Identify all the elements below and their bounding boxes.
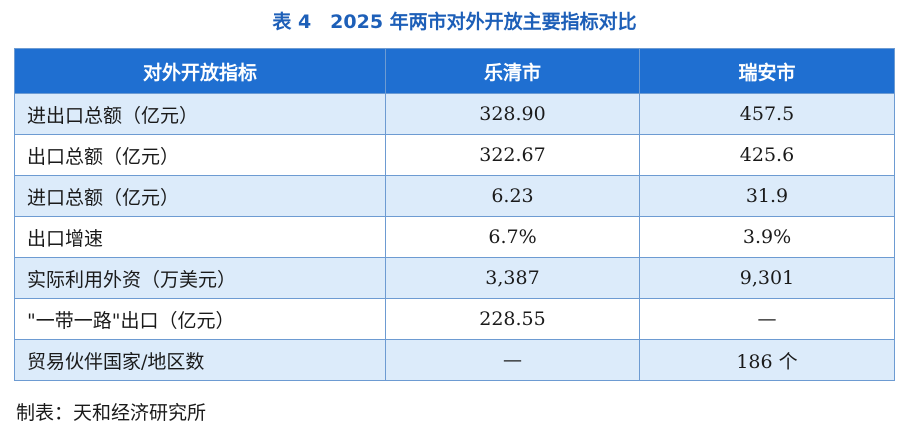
table-row: 进出口总额（亿元） 328.90 457.5	[14, 93, 895, 135]
table-row: 出口增速 6.7% 3.9%	[14, 216, 895, 258]
table-row: "一带一路"出口（亿元） 228.55 —	[14, 298, 895, 340]
header-yueqing: 乐清市	[385, 48, 640, 94]
ruian-value: —	[639, 298, 895, 340]
table-row: 实际利用外资（万美元） 3,387 9,301	[14, 257, 895, 299]
ruian-value: 457.5	[639, 93, 895, 135]
yueqing-value: 6.7%	[385, 216, 640, 258]
indicator-comparison-table: 对外开放指标 乐清市 瑞安市 进出口总额（亿元） 328.90 457.5 出口…	[14, 48, 895, 381]
header-indicator: 对外开放指标	[14, 48, 386, 94]
source-note: 制表：天和经济研究所	[16, 402, 207, 424]
yueqing-value: 3,387	[385, 257, 640, 299]
ruian-value: 186 个	[639, 339, 895, 381]
ruian-value: 3.9%	[639, 216, 895, 258]
ruian-value: 9,301	[639, 257, 895, 299]
yueqing-value: 6.23	[385, 175, 640, 217]
row-label: "一带一路"出口（亿元）	[14, 298, 386, 340]
table-row: 贸易伙伴国家/地区数 — 186 个	[14, 339, 895, 381]
header-ruian: 瑞安市	[639, 48, 895, 94]
row-label: 出口增速	[14, 216, 386, 258]
table-row: 出口总额（亿元） 322.67 425.6	[14, 134, 895, 176]
row-label: 贸易伙伴国家/地区数	[14, 339, 386, 381]
row-label: 实际利用外资（万美元）	[14, 257, 386, 299]
yueqing-value: —	[385, 339, 640, 381]
ruian-value: 31.9	[639, 175, 895, 217]
table-row: 进口总额（亿元） 6.23 31.9	[14, 175, 895, 217]
row-label: 进出口总额（亿元）	[14, 93, 386, 135]
yueqing-value: 322.67	[385, 134, 640, 176]
table-title: 表 4 2025 年两市对外开放主要指标对比	[272, 11, 637, 33]
ruian-value: 425.6	[639, 134, 895, 176]
yueqing-value: 228.55	[385, 298, 640, 340]
row-label: 进口总额（亿元）	[14, 175, 386, 217]
yueqing-value: 328.90	[385, 93, 640, 135]
row-label: 出口总额（亿元）	[14, 134, 386, 176]
table-header-row: 对外开放指标 乐清市 瑞安市	[14, 48, 895, 94]
